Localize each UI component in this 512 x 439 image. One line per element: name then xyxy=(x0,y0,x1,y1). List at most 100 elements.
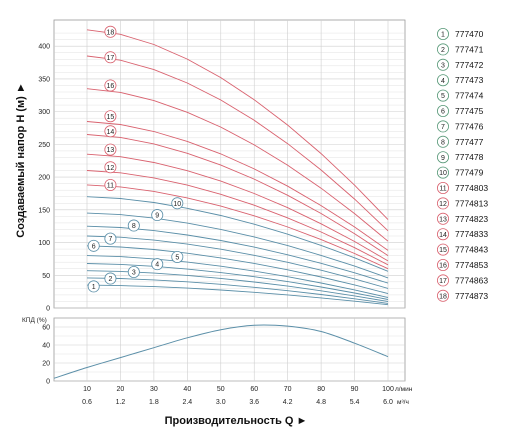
legend-marker xyxy=(436,212,449,225)
efficiency-grid xyxy=(54,317,405,382)
head-y-tick-label: 0 xyxy=(46,306,50,313)
legend-marker-number: 11 xyxy=(439,186,446,193)
legend-entry-label: 777475 xyxy=(455,106,484,116)
x-tick-lpm: 80 xyxy=(317,386,325,393)
legend-marker-number: 6 xyxy=(441,109,445,116)
legend-marker xyxy=(436,43,449,56)
head-curve-7774873 xyxy=(86,29,389,220)
x-tick-m3h: 5.4 xyxy=(350,399,360,406)
head-curve-777476 xyxy=(86,235,389,289)
curve-label-circle xyxy=(104,125,117,138)
legend-marker-number: 18 xyxy=(439,293,447,300)
curve-label-number: 4 xyxy=(155,262,159,269)
curve-label-circle xyxy=(104,143,117,156)
legend-entry-label: 7774813 xyxy=(455,198,488,208)
legend-entry-label: 777472 xyxy=(455,60,484,70)
head-curve-7774823 xyxy=(86,153,389,262)
legend-entry-label: 7774833 xyxy=(455,229,488,239)
curve-label-number: 2 xyxy=(108,276,112,283)
x-tick-lpm: 20 xyxy=(117,386,125,393)
legend-entry-label: 7774873 xyxy=(455,291,488,301)
legend-marker xyxy=(436,243,449,256)
legend-marker xyxy=(436,289,449,302)
legend-marker xyxy=(436,120,449,133)
curve-label-number: 16 xyxy=(107,83,115,90)
legend-marker-number: 4 xyxy=(441,78,445,85)
x-tick-m3h: 6.0 xyxy=(383,399,393,406)
legend-marker-number: 1 xyxy=(441,32,445,39)
head-curve-777471 xyxy=(86,277,389,304)
efficiency-y-tick-label: 0 xyxy=(46,379,50,386)
legend-marker-number: 8 xyxy=(441,139,445,146)
curve-label-circle xyxy=(104,51,117,64)
head-curve-7774803 xyxy=(86,184,389,270)
curve-label-number: 12 xyxy=(107,165,115,172)
head-y-tick-label: 300 xyxy=(38,109,50,116)
curve-label-circle xyxy=(104,178,117,191)
head-curve-777474 xyxy=(86,255,389,298)
head-curve-777470 xyxy=(86,284,389,306)
x-ticks-m3h: 0.6 1.2 1.8 2.4 3.0 3.6 4.2 4.8 5.4 6.0 xyxy=(82,399,393,406)
x-tick-m3h: 4.2 xyxy=(283,399,293,406)
curve-label-number: 5 xyxy=(175,255,179,262)
head-y-ticks: 0 50 100 150 200 250 300 350 400 xyxy=(38,44,50,313)
x-axis-title: Производительность Q ► xyxy=(165,415,308,427)
curve-label-circle xyxy=(127,219,140,232)
curve-label-number: 14 xyxy=(107,129,115,136)
x-tick-m3h: 1.8 xyxy=(149,399,159,406)
curve-label-circle xyxy=(87,280,100,293)
curve-label-circle xyxy=(171,250,184,263)
x-tick-lpm: 60 xyxy=(250,386,258,393)
x-ticks-lpm: 10 20 30 40 50 60 70 80 90 100 xyxy=(83,386,394,393)
curve-label-number: 10 xyxy=(173,201,181,208)
legend-marker xyxy=(436,166,449,179)
x-tick-m3h: 3.6 xyxy=(249,399,259,406)
head-y-tick-label: 250 xyxy=(38,142,50,149)
head-curve-777475 xyxy=(86,245,389,295)
curve-label-circle xyxy=(171,197,184,210)
curve-label-circle xyxy=(104,79,117,92)
legend: 1 777470 2 777471 3 777472 4 777473 5 777474 6 7774… xyxy=(436,27,488,302)
legend-entry-label: 7774823 xyxy=(455,214,488,224)
legend-entry-label: 7774843 xyxy=(455,245,488,255)
legend-marker-number: 2 xyxy=(441,47,445,54)
legend-entry-label: 777473 xyxy=(455,75,484,85)
legend-marker xyxy=(436,197,449,210)
curve-label-circle xyxy=(151,209,164,222)
curve-label-circle xyxy=(104,232,117,245)
legend-entry-label: 777474 xyxy=(455,91,484,101)
legend-marker xyxy=(436,58,449,71)
legend-entry-label: 7774853 xyxy=(455,260,488,270)
legend-entry-label: 777470 xyxy=(455,29,484,39)
curve-label-number: 3 xyxy=(132,270,136,277)
legend-entry-label: 777471 xyxy=(455,44,484,54)
curve-label-circle xyxy=(104,161,117,174)
efficiency-y-tick-label: 40 xyxy=(42,343,50,350)
legend-entry-label: 777478 xyxy=(455,152,484,162)
legend-marker-number: 15 xyxy=(439,247,447,254)
curve-label-number: 8 xyxy=(132,223,136,230)
curve-label-number: 7 xyxy=(108,236,112,243)
legend-marker xyxy=(436,135,449,148)
x-tick-lpm: 90 xyxy=(351,386,359,393)
efficiency-y-ticks: 0 20 40 60 xyxy=(42,325,50,386)
head-y-tick-label: 150 xyxy=(38,207,50,214)
curve-label-circle xyxy=(151,258,164,271)
head-curve-777478 xyxy=(86,212,389,279)
curve-label-circle xyxy=(104,110,117,123)
x-tick-m3h: 0.6 xyxy=(82,399,92,406)
legend-marker-number: 7 xyxy=(441,124,445,131)
head-curve-7774853 xyxy=(86,88,389,242)
head-curve-777479 xyxy=(86,196,389,272)
legend-marker xyxy=(436,274,449,287)
head-y-axis-title: Создаваемый напор H (м) ► xyxy=(15,82,27,237)
curve-label-number: 9 xyxy=(155,213,159,220)
legend-marker xyxy=(436,105,449,118)
legend-marker xyxy=(436,228,449,241)
curve-label-number: 11 xyxy=(107,183,114,190)
efficiency-y-tick-label: 60 xyxy=(42,325,50,332)
x-tick-lpm: 30 xyxy=(150,386,158,393)
